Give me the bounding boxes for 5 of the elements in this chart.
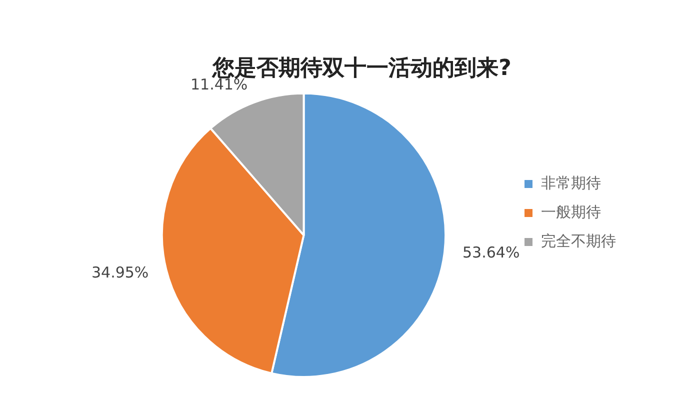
legend-label: 非常期待 (541, 174, 601, 192)
legend-label: 一般期待 (541, 202, 601, 221)
data-label: 34.95% (91, 264, 149, 282)
data-label: 53.64% (462, 243, 520, 262)
legend-label: 完全不期待 (541, 232, 616, 250)
